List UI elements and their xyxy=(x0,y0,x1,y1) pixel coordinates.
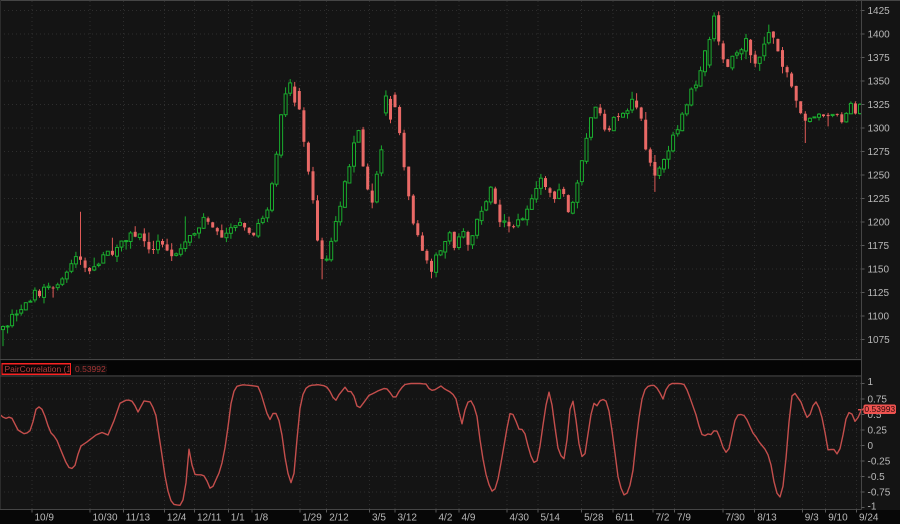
svg-text:1200: 1200 xyxy=(868,218,891,229)
svg-text:3/5: 3/5 xyxy=(372,513,386,524)
svg-text:1/8: 1/8 xyxy=(254,513,268,524)
svg-text:0.5: 0.5 xyxy=(868,410,882,421)
svg-text:7/30: 7/30 xyxy=(725,513,745,524)
svg-text:0.539928: 0.539928 xyxy=(75,364,111,374)
svg-text:1400: 1400 xyxy=(868,30,891,41)
svg-text:0.25: 0.25 xyxy=(868,426,888,437)
svg-text:2/12: 2/12 xyxy=(329,513,349,524)
svg-text:8/13: 8/13 xyxy=(757,513,777,524)
svg-text:6/11: 6/11 xyxy=(615,513,634,524)
svg-text:PairCorrelation (10): PairCorrelation (10) xyxy=(5,364,79,374)
svg-text:4/9: 4/9 xyxy=(462,513,476,524)
svg-text:1150: 1150 xyxy=(868,265,890,276)
svg-text:-1: -1 xyxy=(868,502,877,513)
svg-text:5/28: 5/28 xyxy=(584,513,604,524)
svg-text:9/3: 9/3 xyxy=(805,513,819,524)
svg-text:1350: 1350 xyxy=(868,77,891,88)
svg-text:7/9: 7/9 xyxy=(677,513,691,524)
svg-text:0.53993: 0.53993 xyxy=(864,404,895,414)
svg-text:1/29: 1/29 xyxy=(302,513,322,524)
svg-text:12/11: 12/11 xyxy=(197,513,222,524)
svg-text:1100: 1100 xyxy=(868,312,890,323)
svg-text:-0.5: -0.5 xyxy=(868,472,886,483)
svg-text:0: 0 xyxy=(868,441,874,452)
svg-text:-0.25: -0.25 xyxy=(868,457,891,468)
svg-text:9/24: 9/24 xyxy=(859,513,879,524)
svg-text:1175: 1175 xyxy=(868,241,890,252)
svg-text:9/10: 9/10 xyxy=(828,513,848,524)
svg-text:1300: 1300 xyxy=(868,124,891,135)
svg-text:1075: 1075 xyxy=(868,335,891,346)
svg-text:1125: 1125 xyxy=(868,288,890,299)
svg-text:1225: 1225 xyxy=(868,194,891,205)
svg-text:0.75: 0.75 xyxy=(868,395,888,406)
svg-text:1325: 1325 xyxy=(868,100,891,111)
svg-text:-0.75: -0.75 xyxy=(868,488,891,499)
svg-text:1375: 1375 xyxy=(868,53,891,64)
svg-text:4/30: 4/30 xyxy=(510,513,530,524)
svg-text:1/1: 1/1 xyxy=(231,513,245,524)
svg-text:12/4: 12/4 xyxy=(167,513,187,524)
svg-text:1250: 1250 xyxy=(868,171,891,182)
svg-text:10/30: 10/30 xyxy=(93,513,118,524)
svg-text:11/13: 11/13 xyxy=(126,513,151,524)
svg-text:7/2: 7/2 xyxy=(656,513,670,524)
svg-text:1425: 1425 xyxy=(868,6,891,17)
svg-text:10/9: 10/9 xyxy=(35,513,55,524)
svg-text:3/12: 3/12 xyxy=(398,513,418,524)
svg-text:1: 1 xyxy=(868,377,874,388)
svg-text:4/2: 4/2 xyxy=(439,513,453,524)
svg-text:5/14: 5/14 xyxy=(541,513,561,524)
svg-text:1275: 1275 xyxy=(868,147,891,158)
